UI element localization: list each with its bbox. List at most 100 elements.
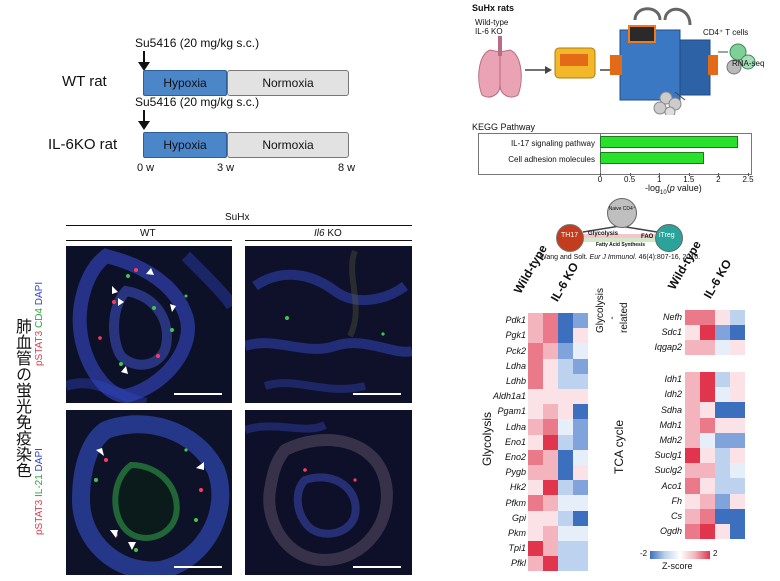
tick-0w: 0 w xyxy=(137,162,155,174)
heatmap-cell xyxy=(685,372,700,388)
heatmap-cell xyxy=(730,417,745,433)
hm2-col-il6ko: IL-6 KO xyxy=(700,257,735,301)
heatmap-cell xyxy=(558,525,573,541)
micrograph-ko-il21 xyxy=(245,410,412,575)
heatmap-cell xyxy=(573,449,588,465)
heatmap-gene-label: Idh1 xyxy=(664,374,682,385)
tick-8w: 8 w xyxy=(338,162,356,174)
heatmap-cell xyxy=(573,404,588,420)
legend-min: -2 xyxy=(640,549,648,558)
kegg-category-0: IL-17 signaling pathway xyxy=(510,139,595,148)
heatmap-cell xyxy=(715,325,730,340)
heatmap-cell xyxy=(715,524,730,540)
injection-arrow-ko xyxy=(143,110,145,124)
pstat3-stain-label: pSTAT3 xyxy=(34,500,45,536)
heatmap-cell xyxy=(715,402,730,418)
heatmap-cell xyxy=(528,525,543,541)
kegg-tick-mark xyxy=(600,173,601,176)
glyrel-title: Glycolysis -related xyxy=(595,287,630,333)
heatmap-cell xyxy=(730,463,745,479)
heatmap-gene-label: Iqgap2 xyxy=(654,342,682,352)
heatmap-cell xyxy=(685,310,700,325)
heatmap-cell xyxy=(573,328,588,344)
schematic-wildtype: Wild-type xyxy=(475,18,509,27)
arrow-head-icon xyxy=(138,62,150,71)
heatmap-cell xyxy=(700,340,715,355)
kegg-tick-mark xyxy=(688,173,690,176)
t-cells-icon xyxy=(726,43,756,75)
arrow-head-icon xyxy=(138,121,150,130)
heatmap-cell xyxy=(573,389,588,405)
naive-cell-icon xyxy=(607,198,637,228)
zscore-legend-bar xyxy=(650,551,710,559)
heatmap-cell xyxy=(700,508,715,524)
heatmap-cell xyxy=(715,372,730,388)
heatmap-cell xyxy=(528,449,543,465)
heatmap-cell xyxy=(543,556,558,572)
micrograph-ko-cd4 xyxy=(245,246,412,403)
kegg-tick-label: 1.5 xyxy=(683,175,695,184)
heatmap-cell xyxy=(730,493,745,509)
heatmap-cell xyxy=(558,510,573,526)
heatmap-cell xyxy=(558,465,573,481)
heatmap-cell xyxy=(528,313,543,329)
kegg-tick-label: 0 xyxy=(597,175,603,184)
heatmap-cell xyxy=(715,508,730,524)
glycolysis-label: Glycolysis xyxy=(588,231,619,237)
heatmap-cell xyxy=(700,448,715,464)
heatmap-cell xyxy=(558,358,573,374)
heatmap-cell xyxy=(558,373,573,389)
heatmap-cell xyxy=(715,387,730,403)
heatmap-cell xyxy=(715,448,730,464)
heatmap-cell xyxy=(730,402,745,418)
kegg-bar xyxy=(600,152,704,164)
heatmap-cell xyxy=(573,525,588,541)
legend-label: Z-score xyxy=(662,561,693,571)
heatmap-cell xyxy=(528,434,543,450)
heatmap-cell xyxy=(573,495,588,511)
th17-label: TH17 xyxy=(561,232,579,239)
micrograph-wt-cd4 xyxy=(66,246,232,403)
heatmap-cell xyxy=(700,524,715,540)
heatmap-cell xyxy=(528,358,543,374)
heatmap-cell xyxy=(543,465,558,481)
ko-col-line xyxy=(245,240,412,241)
cd4-stain-label: CD4 xyxy=(34,308,45,331)
injection-label-ko: Su5416 (20 mg/kg s.c.) xyxy=(135,95,260,109)
heatmap-cell xyxy=(543,480,558,496)
heatmap-cell xyxy=(543,343,558,359)
heatmap-cell xyxy=(700,463,715,479)
heatmap-cell xyxy=(558,480,573,496)
heatmap-cell xyxy=(700,493,715,509)
wt-col-line xyxy=(66,240,232,241)
heatmap-cell xyxy=(700,372,715,388)
kegg-title: KEGG Pathway xyxy=(472,122,536,132)
heatmap-gene-label: Ldha xyxy=(505,360,526,371)
heatmap-gene-label: Ldhb xyxy=(505,375,526,386)
normoxia-bar-ko: Normoxia xyxy=(227,132,349,158)
heatmap-cell xyxy=(715,310,730,325)
heatmap-gene-label: Gpi xyxy=(511,512,526,523)
kegg-frame xyxy=(478,133,752,175)
heatmap-cell xyxy=(573,556,588,572)
schematic-title: SuHx rats xyxy=(472,3,515,13)
heatmap-cell xyxy=(543,419,558,435)
heatmap-cell xyxy=(685,387,700,403)
heatmap-cell xyxy=(543,313,558,329)
heatmap-cell xyxy=(558,343,573,359)
citation: Wang and Solt. Eur J Immunol. 46(4):807-… xyxy=(540,254,701,261)
heatmap-cell xyxy=(700,417,715,433)
heatmap-gene-label: Pkm xyxy=(508,527,526,538)
heatmap-cell xyxy=(543,373,558,389)
tick-3w: 3 w xyxy=(217,162,235,174)
heatmap-gene-label: Eno1 xyxy=(504,436,526,447)
wt-col-label: WT xyxy=(140,228,156,239)
heatmap-cell xyxy=(543,541,558,557)
heatmap-cell xyxy=(700,478,715,494)
heatmap-cell xyxy=(730,524,745,540)
heatmap-cell xyxy=(558,328,573,344)
heatmap-cell xyxy=(528,556,543,572)
heatmap-cell xyxy=(715,478,730,494)
heatmap-gene-label: Idh2 xyxy=(664,389,682,400)
heatmap-cell xyxy=(730,310,745,325)
